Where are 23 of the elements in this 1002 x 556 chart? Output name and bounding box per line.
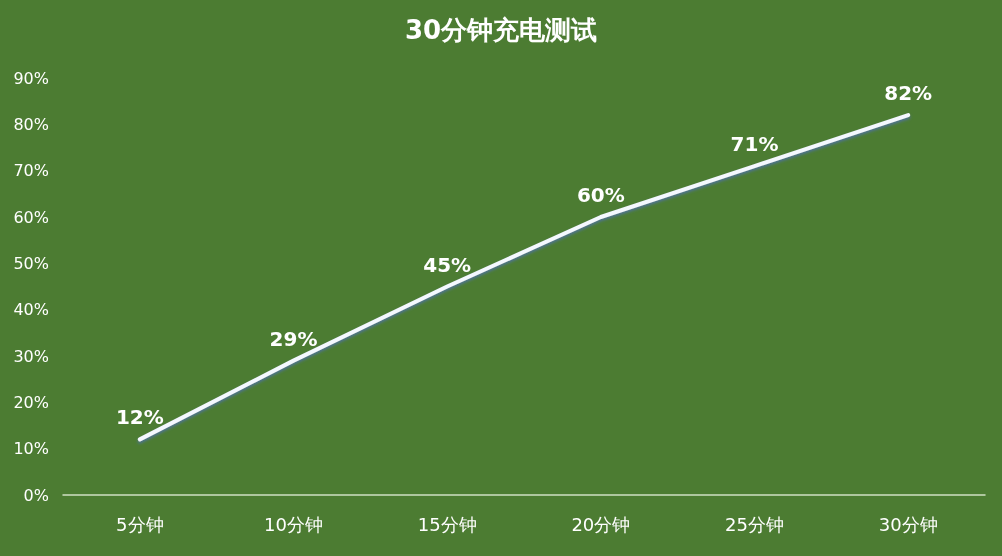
y-tick-label: 30%	[13, 346, 49, 366]
data-label: 82%	[884, 81, 933, 106]
y-tick-label: 80%	[13, 114, 49, 134]
x-tick-label: 30分钟	[878, 513, 938, 535]
data-label: 60%	[576, 183, 625, 207]
y-tick-label: 20%	[13, 392, 49, 412]
y-tick-label: 50%	[13, 253, 49, 273]
y-tick-label: 70%	[13, 161, 49, 181]
chart-title: 30分钟充电测试	[404, 15, 598, 45]
y-tick-label: 40%	[13, 300, 49, 320]
x-tick-label: 25分钟	[725, 513, 784, 535]
x-tick-label: 10分钟	[264, 513, 323, 535]
y-tick-label: 0%	[23, 485, 49, 505]
y-tick-label: 10%	[13, 439, 49, 459]
data-label: 12%	[115, 405, 164, 430]
data-label: 29%	[269, 326, 318, 351]
x-tick-label: 20分钟	[571, 513, 631, 535]
data-label: 71%	[730, 132, 779, 157]
y-tick-label: 60%	[13, 207, 49, 227]
x-tick-label: 15分钟	[417, 513, 477, 535]
y-tick-label: 90%	[13, 68, 49, 88]
data-label: 45%	[423, 252, 472, 277]
x-tick-label: 5分钟	[116, 513, 164, 535]
